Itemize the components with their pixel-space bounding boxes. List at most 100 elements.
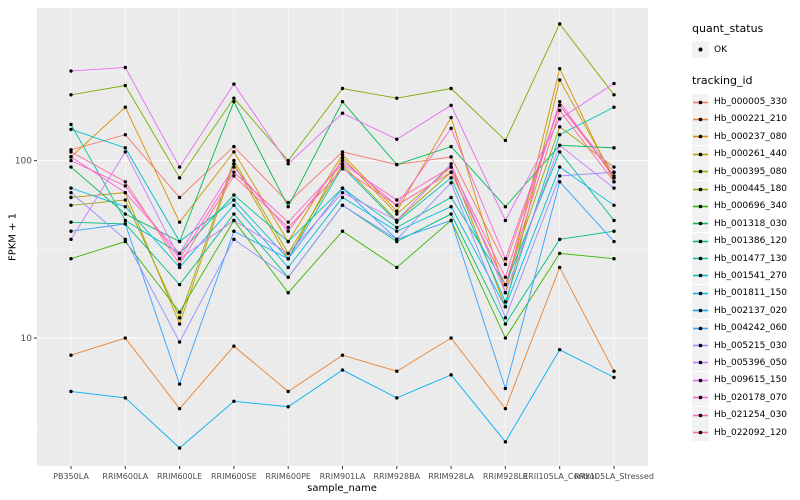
legend-item-Hb_001477_130: Hb_001477_130 (692, 250, 798, 268)
line-key-icon (692, 145, 709, 163)
data-point (286, 200, 290, 205)
line-key-icon (692, 319, 709, 337)
data-point (123, 180, 128, 184)
line-key-icon (692, 406, 709, 424)
data-point (395, 229, 399, 233)
data-point (503, 336, 508, 340)
data-point (612, 257, 616, 261)
x-axis-title: sample_name (307, 483, 377, 494)
data-point (503, 386, 508, 391)
data-point (232, 198, 236, 202)
data-point (449, 176, 453, 180)
data-point (69, 229, 73, 233)
legend-item-Hb_022092_120: Hb_022092_120 (692, 424, 798, 441)
legend-item-Hb_001541_270: Hb_001541_270 (692, 267, 798, 285)
data-point (340, 99, 345, 104)
data-point (286, 275, 290, 279)
data-point (123, 336, 128, 340)
data-point (503, 316, 508, 320)
data-point (449, 144, 453, 149)
data-point (123, 204, 128, 209)
data-point (340, 203, 345, 208)
legend-item-Hb_005396_050: Hb_005396_050 (692, 354, 798, 372)
data-point (340, 86, 345, 91)
data-point (69, 165, 73, 169)
y-tick-label: 10 (21, 334, 33, 344)
legend-label: Hb_001386_120 (714, 236, 788, 247)
line-key-icon (692, 197, 709, 215)
data-point (612, 81, 616, 86)
data-point (558, 251, 562, 256)
legend-label: Hb_001318_030 (714, 218, 788, 229)
line-key-icon (692, 128, 709, 146)
data-point (449, 165, 453, 169)
data-point (612, 180, 616, 184)
legend-item-Hb_001811_150: Hb_001811_150 (692, 284, 798, 302)
data-point (177, 406, 182, 411)
line-key-icon (692, 389, 709, 407)
data-point (503, 440, 508, 444)
x-tick-label: RRIM928BA (373, 472, 420, 481)
data-point (395, 396, 399, 400)
legend-item-Hb_002137_020: Hb_002137_020 (692, 302, 798, 320)
data-point (449, 181, 453, 185)
point-key-icon (692, 41, 709, 59)
data-point (558, 347, 562, 352)
data-point (232, 82, 236, 86)
data-point (395, 96, 399, 100)
data-point (177, 446, 182, 450)
data-point (177, 176, 182, 180)
data-point (449, 126, 453, 131)
data-point (232, 144, 236, 149)
data-point (395, 218, 399, 223)
x-tick-label: RRIM600LA (102, 472, 148, 481)
data-point (286, 229, 290, 233)
legend-item-Hb_000221_210: Hb_000221_210 (692, 110, 798, 128)
data-point (69, 257, 73, 261)
data-point (612, 176, 616, 180)
data-point (286, 251, 290, 256)
data-point (612, 369, 616, 373)
data-point (612, 229, 616, 233)
data-point (449, 204, 453, 209)
data-point (69, 237, 73, 242)
data-point (503, 204, 508, 209)
legend-item-Hb_000445_180: Hb_000445_180 (692, 180, 798, 198)
legend-label: Hb_022092_120 (714, 427, 788, 438)
data-point (69, 155, 73, 159)
data-point (612, 170, 616, 174)
data-point (612, 165, 616, 169)
data-point (123, 146, 128, 150)
data-point (69, 69, 73, 73)
legend-item-Hb_000237_080: Hb_000237_080 (692, 128, 798, 146)
data-point (232, 344, 236, 348)
data-point (558, 66, 562, 71)
data-point (69, 190, 73, 195)
data-point (177, 310, 182, 314)
line-key-icon (692, 180, 709, 198)
legend-label: Hb_000445_180 (714, 184, 788, 195)
legend-label: Hb_002137_020 (714, 305, 788, 316)
data-point (123, 218, 128, 223)
data-point (340, 153, 345, 157)
legend-label: OK (714, 44, 727, 55)
data-point (503, 138, 508, 143)
x-tick-label: RRIM600SE (211, 472, 257, 481)
legend-item-quant-ok: OK (692, 41, 798, 59)
plot-panel: 10 100 PB350LA RRIM600LA RRIM600LE RRIM600SE R… (15, 8, 654, 481)
data-point (69, 203, 73, 208)
data-point (232, 150, 236, 154)
data-point (340, 158, 345, 163)
data-point (232, 170, 236, 174)
data-point (286, 257, 290, 261)
data-point (395, 203, 399, 208)
data-point (177, 220, 182, 224)
data-point (69, 186, 73, 190)
data-point (503, 275, 508, 279)
data-point (558, 99, 562, 104)
data-point (558, 108, 562, 113)
data-point (123, 184, 128, 188)
data-point (123, 237, 128, 242)
line-key-icon (692, 93, 709, 111)
